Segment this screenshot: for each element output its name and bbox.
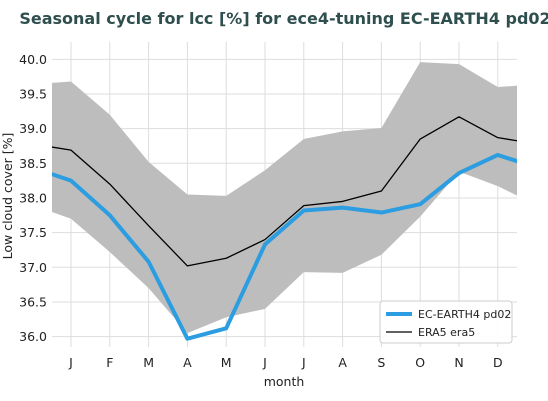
y-axis-ticks: 36.0 36.5 37.0 37.5 38.0 38.5 39.0 39.5 40.0 <box>19 52 47 344</box>
spread-band-area <box>52 62 517 334</box>
series-lines <box>52 116 517 341</box>
legend-label: ERA5 era5 <box>418 326 475 339</box>
series-line-ec-earth4 <box>52 152 517 341</box>
y-tick-label: 36.5 <box>19 294 47 309</box>
spread-band <box>52 62 517 334</box>
y-tick-label: 37.0 <box>19 260 47 275</box>
y-tick-label: 39.0 <box>19 121 47 136</box>
x-tick-label: F <box>106 355 113 370</box>
y-tick-label: 37.5 <box>19 225 47 240</box>
chart-title: Seasonal cycle for lcc [%] for ece4-tuni… <box>19 9 548 28</box>
x-tick-label: O <box>415 355 425 370</box>
y-tick-label: 39.5 <box>19 86 47 101</box>
x-tick-label: M <box>143 355 154 370</box>
legend-box <box>379 300 513 344</box>
x-tick-label: D <box>493 355 503 370</box>
legend: EC-EARTH4 pd02 ERA5 era5 <box>379 300 513 344</box>
y-tick-label: 40.0 <box>19 52 47 67</box>
x-tick-label: J <box>68 355 73 370</box>
legend-label: EC-EARTH4 pd02 <box>418 308 511 321</box>
x-tick-label: J <box>262 355 267 370</box>
y-tick-label: 36.0 <box>19 329 47 344</box>
y-axis-label: Low cloud cover [%] <box>0 133 15 260</box>
x-axis-label: month <box>264 374 305 389</box>
x-tick-label: N <box>454 355 463 370</box>
y-tick-label: 38.5 <box>19 156 47 171</box>
x-tick-label: J <box>301 355 306 370</box>
x-tick-label: A <box>183 355 192 370</box>
x-tick-label: M <box>221 355 232 370</box>
series-line-era5 <box>52 116 517 267</box>
x-tick-label: S <box>377 355 385 370</box>
x-tick-label: A <box>338 355 347 370</box>
y-tick-label: 38.0 <box>19 190 47 205</box>
